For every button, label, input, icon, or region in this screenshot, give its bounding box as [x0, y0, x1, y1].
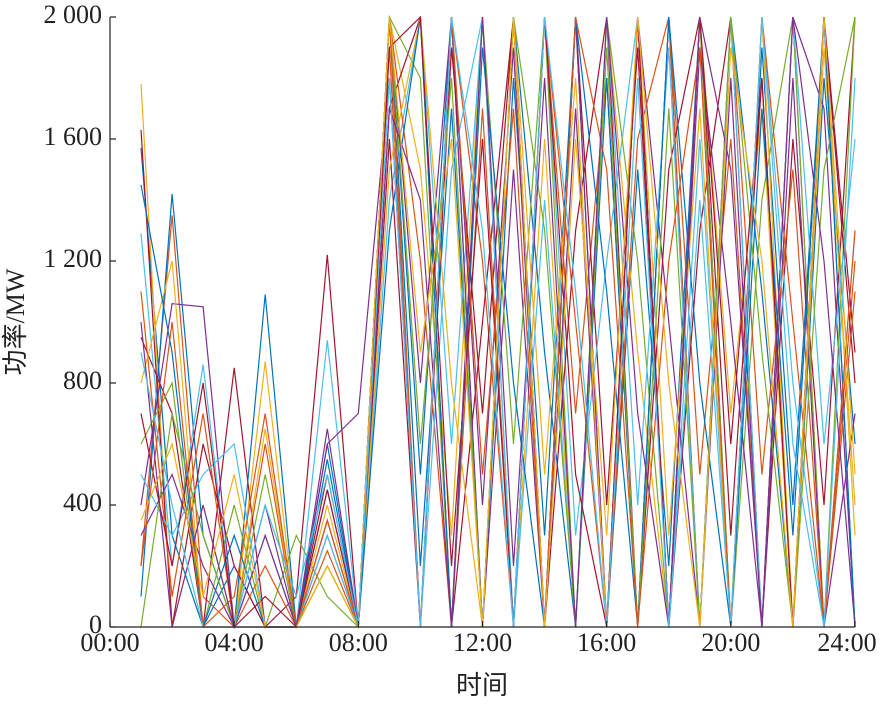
- x-tick-label: 08:00: [329, 628, 388, 657]
- x-tick-label: 24:00: [817, 628, 876, 657]
- series-line: [140, 16, 856, 630]
- series-line: [140, 14, 856, 630]
- series-line: [140, 16, 856, 629]
- y-tick-label: 2 000: [44, 0, 103, 29]
- x-tick-label: 04:00: [205, 628, 264, 657]
- series-line: [140, 16, 856, 628]
- y-tick-label: 0: [89, 610, 102, 639]
- y-tick-label: 1 200: [44, 244, 103, 273]
- series-line: [140, 16, 856, 628]
- y-axis-label: 功率/MW: [1, 268, 30, 375]
- x-tick-label: 00:00: [80, 628, 139, 657]
- series-line: [140, 16, 856, 629]
- y-tick-label: 400: [63, 488, 102, 517]
- x-tick-label: 16:00: [577, 628, 636, 657]
- y-tick-label: 1 600: [44, 122, 103, 151]
- x-tick-label: 12:00: [453, 628, 512, 657]
- series-line: [140, 16, 856, 630]
- x-tick-label: 20:00: [701, 628, 760, 657]
- x-axis-label: 时间: [456, 671, 508, 700]
- y-tick-label: 800: [63, 366, 102, 395]
